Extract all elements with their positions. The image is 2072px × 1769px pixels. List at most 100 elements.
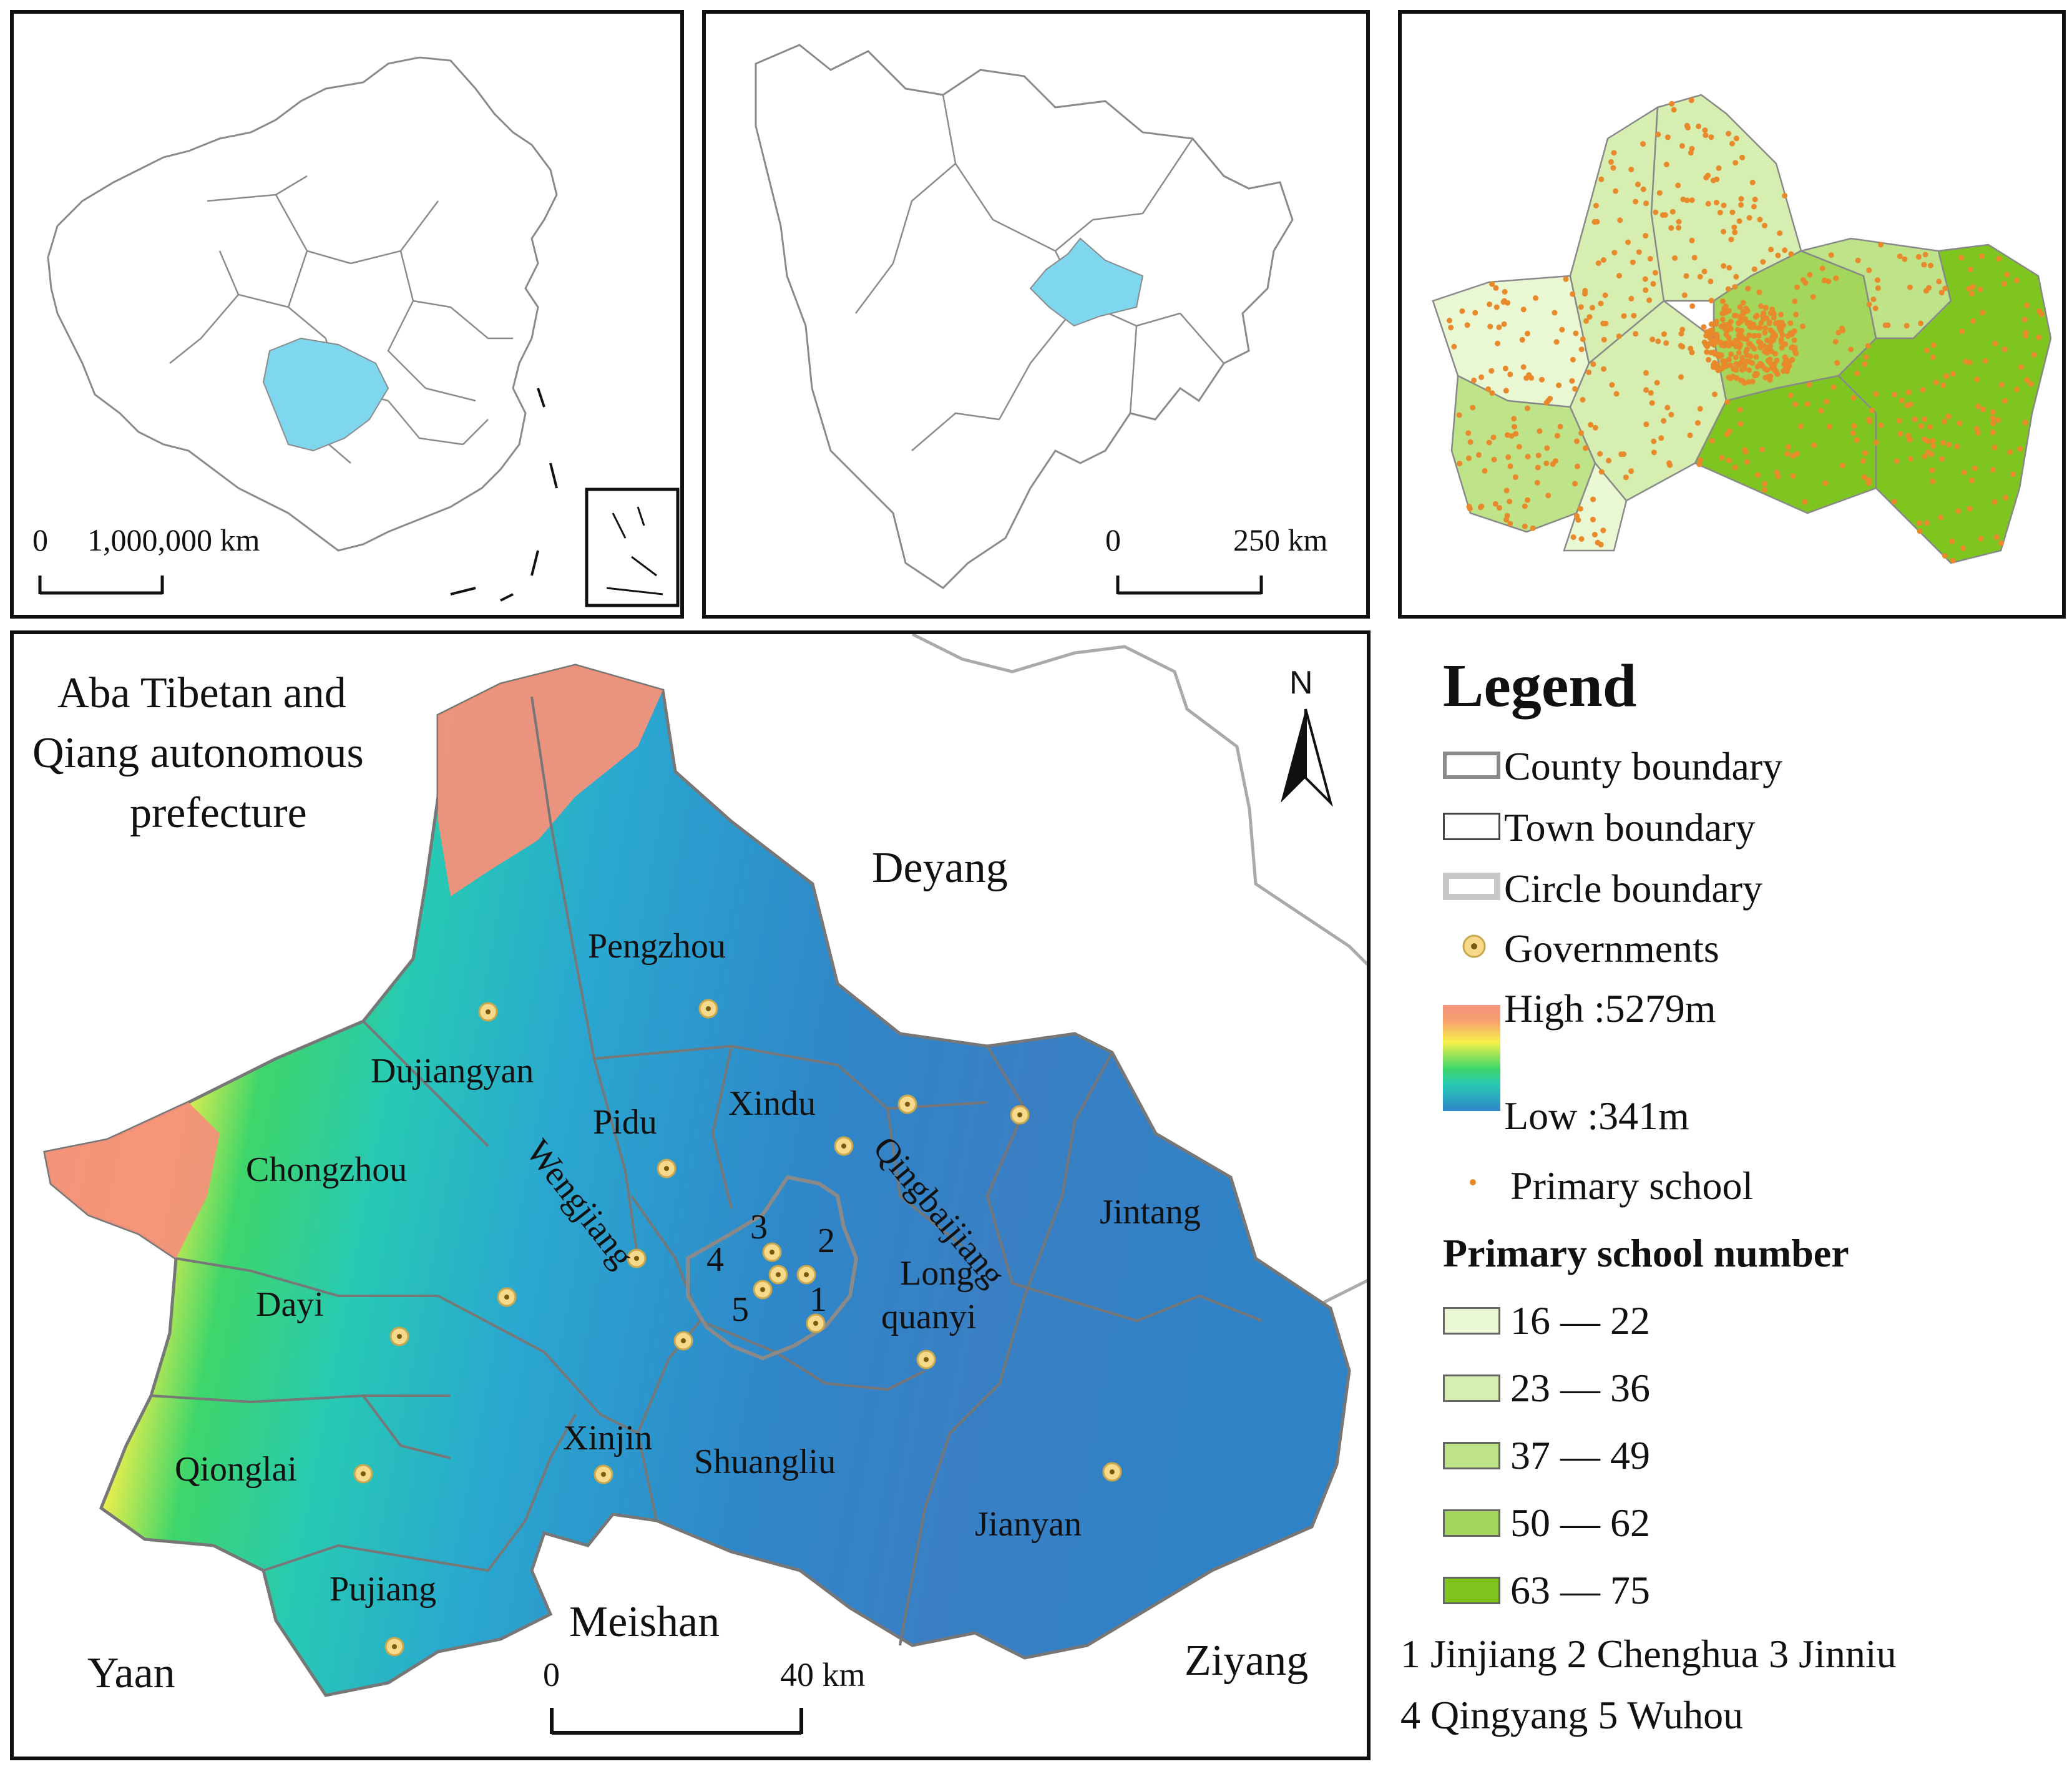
school-point: [1666, 460, 1672, 466]
school-point: [1507, 463, 1513, 469]
school-point: [1465, 430, 1472, 436]
school-point: [1726, 375, 1732, 380]
school-point: [1802, 499, 1808, 505]
school-point: [1720, 298, 1726, 305]
neighbor-aba: Aba Tibetan and: [57, 669, 346, 717]
school-point: [2007, 449, 2013, 455]
school-point: [1726, 265, 1732, 271]
school-point: [1643, 421, 1649, 428]
school-point: [1718, 352, 1724, 358]
school-point: [1658, 435, 1664, 441]
school-point: [1902, 256, 1908, 262]
school-point: [1969, 291, 1975, 297]
school-point: [1696, 123, 1702, 129]
school-point: [1728, 237, 1734, 243]
school-point: [1720, 358, 1726, 364]
school-point: [1811, 442, 1817, 448]
school-point: [1769, 361, 1775, 368]
school-point: [1990, 420, 1996, 426]
school-point: [1866, 416, 1872, 423]
school-point: [1790, 453, 1796, 459]
district-label-pengzhou: Pengzhou: [588, 927, 726, 966]
primary-school-icon: [1470, 1179, 1476, 1185]
school-point: [1654, 380, 1660, 386]
school-point: [1539, 376, 1545, 383]
school-point: [1712, 391, 1718, 398]
school-point: [1916, 520, 1922, 526]
school-point: [1679, 326, 1686, 333]
school-point: [1701, 324, 1707, 330]
school-point: [1862, 361, 1868, 367]
scale-zero: 0: [1105, 522, 1121, 557]
school-point: [1749, 378, 1756, 385]
school-point: [1950, 371, 1956, 377]
district-label-4: 4: [706, 1240, 724, 1279]
school-point: [1578, 536, 1585, 542]
school-point: [1650, 281, 1656, 287]
school-point: [1936, 278, 1942, 285]
school-point: [1762, 330, 1768, 336]
school-point: [1958, 255, 1964, 261]
school-point: [1737, 304, 1743, 310]
school-point: [1767, 356, 1773, 363]
school-point: [1642, 276, 1648, 282]
sichuan-highlight: [262, 337, 389, 452]
school-point: [1726, 308, 1732, 314]
school-point: [1570, 356, 1576, 363]
school-point: [1698, 457, 1703, 463]
district-pujiang: [1563, 461, 1628, 552]
school-point: [1892, 391, 1898, 398]
school-point: [1873, 391, 1879, 397]
school-point: [1578, 430, 1585, 436]
school-point: [1713, 321, 1719, 327]
school-point: [1487, 301, 1493, 307]
neighbor-ziyang: Ziyang: [1185, 1637, 1309, 1685]
school-point: [1671, 107, 1677, 113]
school-point: [1593, 203, 1599, 208]
school-point: [1751, 333, 1757, 339]
school-point: [1832, 338, 1839, 345]
school-point: [1761, 487, 1767, 493]
school-point: [1818, 408, 1824, 414]
school-point: [1768, 247, 1774, 253]
class-swatch: [1443, 1509, 1500, 1537]
school-point: [1974, 376, 1980, 383]
school-point: [1736, 350, 1742, 356]
china-inset-panel: 0 1,000,000 km: [10, 10, 684, 619]
district-label-chongzhou: Chongzhou: [246, 1150, 408, 1189]
school-point: [1501, 321, 1507, 327]
school-point: [1729, 140, 1735, 147]
school-point: [1779, 345, 1785, 351]
school-point: [1726, 343, 1732, 349]
school-point: [1930, 354, 1936, 360]
school-point: [1570, 291, 1576, 297]
school-point: [1733, 273, 1739, 280]
school-point: [1861, 474, 1867, 480]
school-point: [1980, 310, 1986, 316]
school-point: [1899, 398, 1905, 404]
school-point: [1833, 275, 1839, 282]
school-point: [1703, 175, 1709, 180]
class-range-label: 50 — 62: [1510, 1501, 1650, 1545]
school-point: [1672, 255, 1678, 261]
district-label-pujiang: Pujiang: [330, 1570, 437, 1609]
school-point: [2038, 311, 2045, 317]
school-point: [1787, 320, 1794, 326]
school-point: [1744, 308, 1751, 314]
school-point: [1763, 305, 1769, 311]
school-point: [1949, 538, 1955, 544]
school-point: [1746, 341, 1752, 347]
school-point: [1523, 375, 1530, 381]
school-point: [1732, 284, 1738, 290]
school-point: [1489, 281, 1495, 287]
school-point: [1616, 273, 1622, 279]
school-point: [1850, 394, 1857, 401]
school-point: [1755, 472, 1761, 478]
school-point: [1574, 463, 1580, 469]
scale-label: 1,000,000 km: [87, 522, 260, 557]
school-point: [2036, 335, 2042, 340]
school-point: [1990, 467, 1996, 473]
school-point: [1771, 334, 1777, 340]
school-point: [1701, 268, 1708, 275]
district-label-jianyan: Jianyan: [975, 1505, 1082, 1544]
